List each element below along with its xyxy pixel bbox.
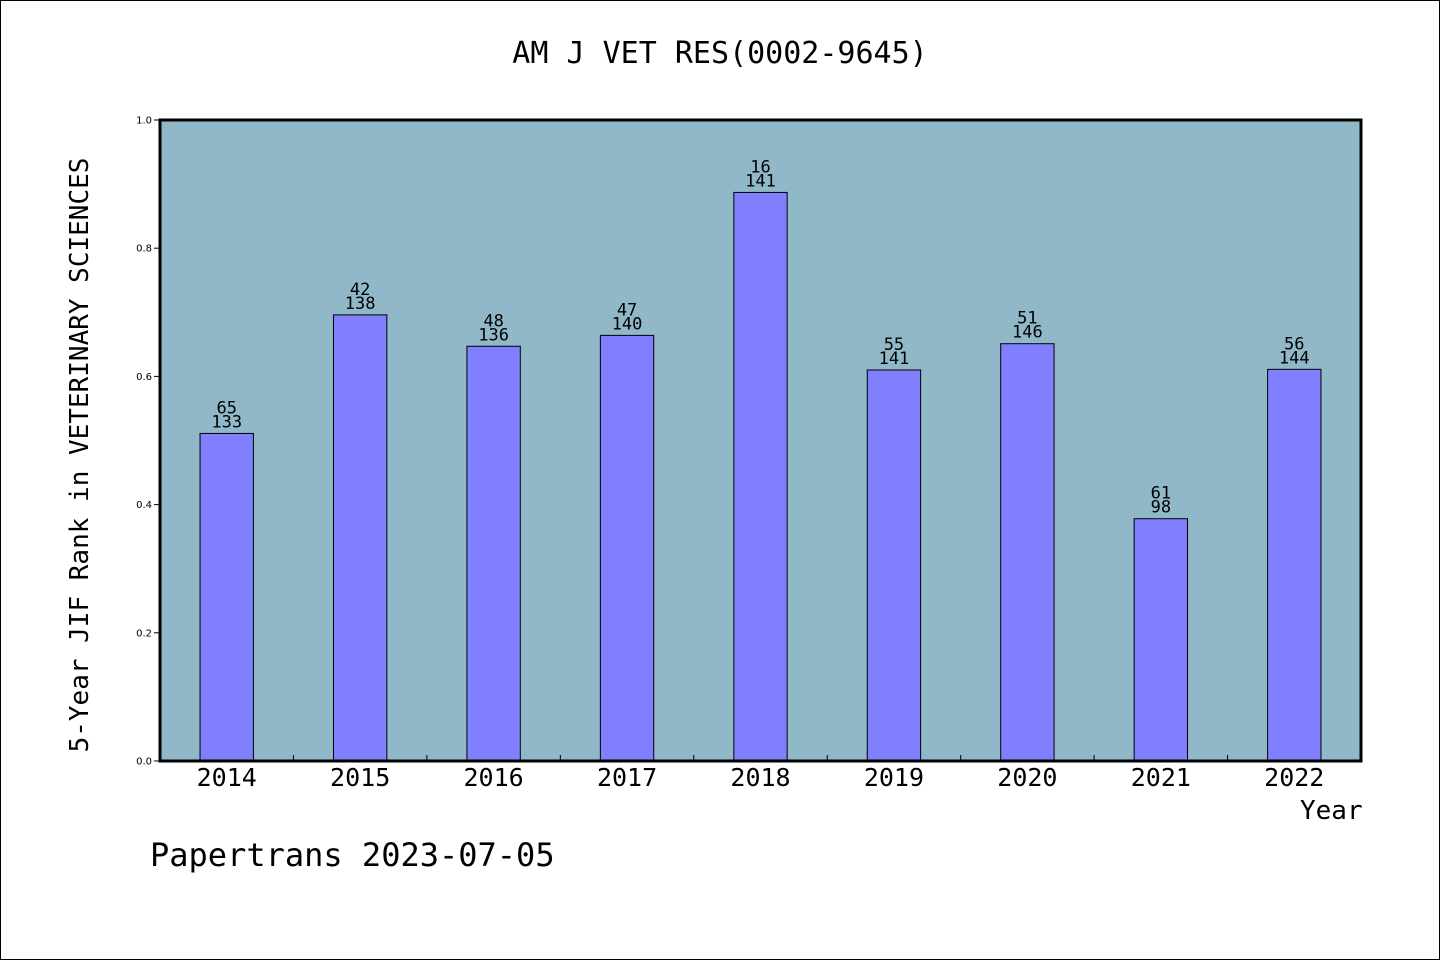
rank-label: 42 — [350, 280, 370, 300]
total-label: 133 — [211, 412, 242, 432]
rank-label: 16 — [750, 157, 770, 177]
bar-2014 — [199, 432, 254, 762]
rank-label: 56 — [1284, 334, 1304, 354]
x-tick-label: 2020 — [997, 763, 1057, 792]
x-axis-ticks: 2014 2015 2016 2017 2018 2019 2020 2021 2022 — [197, 755, 1324, 792]
chart-title: AM J VET RES(0002-9645) — [512, 36, 928, 71]
y-axis-ticks: 0.0 0.2 0.4 0.6 0.8 1.0 — [136, 116, 160, 768]
x-tick-label: 2022 — [1264, 763, 1324, 792]
bar-2016 — [466, 345, 521, 762]
y-tick-label: 1.0 — [136, 116, 152, 127]
x-tick-label: 2014 — [197, 763, 257, 792]
bar-2018 — [733, 191, 788, 762]
total-label: 141 — [879, 349, 910, 369]
y-tick-label: 0.4 — [136, 500, 152, 511]
bar-2017 — [599, 334, 655, 762]
total-label: 138 — [345, 294, 376, 314]
plot-border — [158, 118, 1363, 763]
rank-label: 65 — [216, 398, 236, 418]
x-tick-label: 2017 — [597, 763, 657, 792]
bar-2020 — [1000, 343, 1055, 762]
bar-2021 — [1133, 518, 1189, 762]
y-tick-label: 0.2 — [136, 628, 152, 639]
total-label: 98 — [1151, 498, 1171, 518]
total-label: 136 — [478, 325, 509, 345]
bar-data-labels: 6513342138481364714016141551415114661985… — [211, 157, 1309, 517]
x-tick-label: 2019 — [864, 763, 924, 792]
x-tick-label: 2015 — [330, 763, 390, 792]
total-label: 141 — [745, 171, 776, 191]
rank-label: 61 — [1151, 484, 1171, 504]
bar-2019 — [866, 369, 922, 762]
bar-2015 — [332, 314, 388, 762]
x-tick-label: 2021 — [1131, 763, 1191, 792]
x-axis-label: Year — [1300, 796, 1363, 826]
rank-label: 47 — [617, 300, 637, 320]
y-tick-label: 0.8 — [136, 244, 152, 255]
y-tick-label: 0.6 — [136, 372, 152, 383]
total-label: 140 — [612, 314, 643, 334]
rank-label: 51 — [1017, 309, 1037, 329]
rank-label: 48 — [483, 311, 503, 331]
total-label: 144 — [1279, 348, 1310, 368]
y-tick-label: 0.0 — [136, 757, 152, 768]
x-tick-label: 2016 — [464, 763, 524, 792]
bar-2022 — [1267, 368, 1322, 762]
x-tick-label: 2018 — [730, 763, 790, 792]
total-label: 146 — [1012, 323, 1043, 343]
footer-text: Papertrans 2023-07-05 — [150, 836, 555, 874]
rank-label: 55 — [884, 335, 904, 355]
